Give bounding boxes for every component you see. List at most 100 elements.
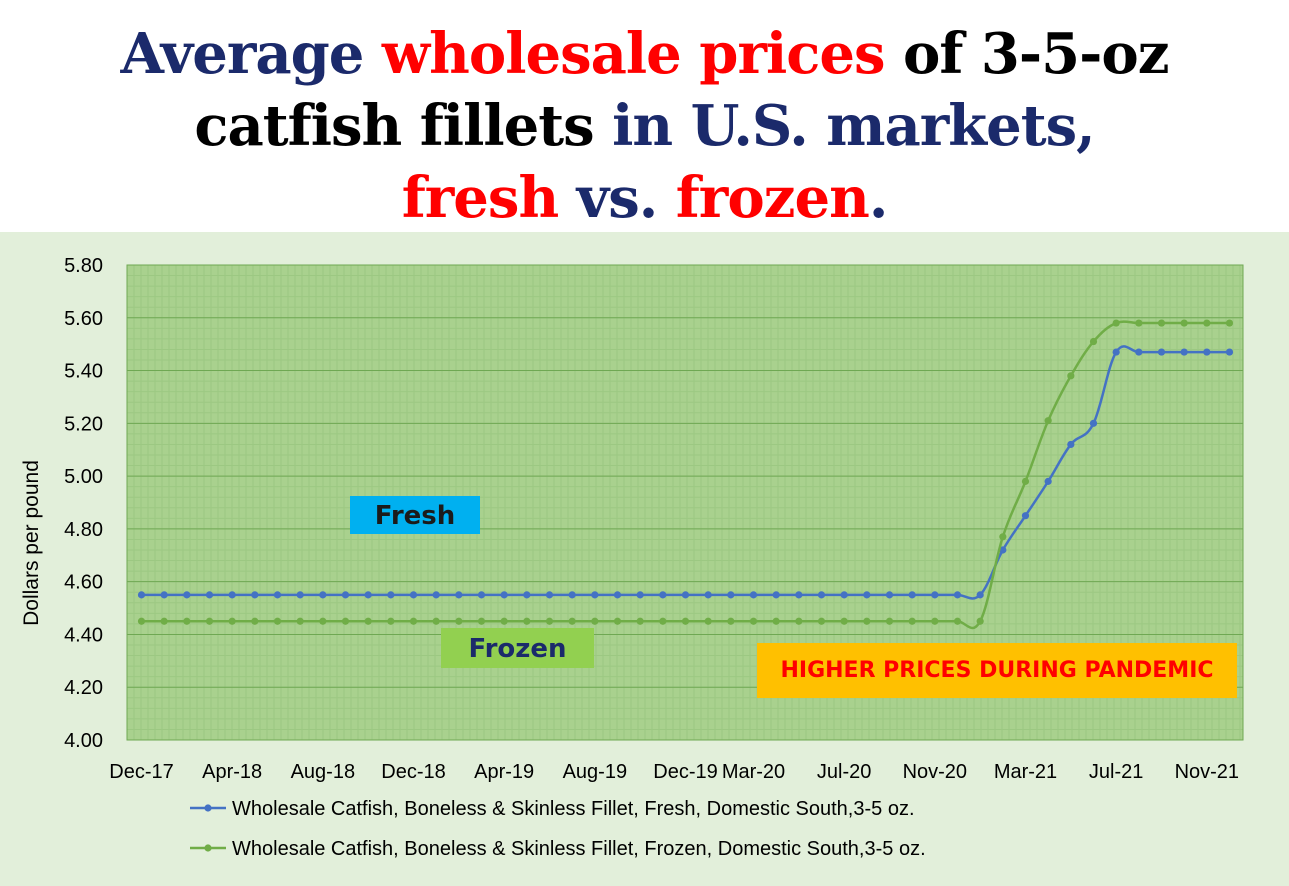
data-point-frozen	[681, 617, 690, 625]
data-point-fresh	[205, 591, 214, 599]
data-point-fresh	[319, 591, 327, 599]
data-point-fresh	[1203, 348, 1211, 356]
data-point-fresh	[772, 591, 780, 599]
legend-swatch-marker	[204, 844, 212, 852]
x-tick-label: Dec-19	[653, 761, 717, 783]
data-point-frozen	[1067, 372, 1075, 380]
data-point-fresh	[659, 591, 667, 599]
plot-border	[126, 264, 1244, 741]
data-point-frozen	[477, 617, 486, 625]
data-point-frozen	[613, 617, 622, 625]
data-point-frozen	[364, 617, 372, 625]
x-tick-label: Apr-19	[474, 761, 534, 783]
data-point-frozen	[704, 617, 712, 625]
data-point-fresh	[1135, 348, 1143, 356]
data-point-frozen	[885, 617, 894, 625]
data-point-fresh	[364, 591, 372, 599]
data-point-frozen	[1225, 319, 1234, 327]
data-point-fresh	[704, 591, 712, 599]
frozen-callout: Frozen	[441, 628, 594, 668]
data-point-fresh	[568, 591, 576, 599]
data-point-frozen	[228, 617, 236, 625]
y-axis-label: Dollars per pound	[20, 460, 43, 626]
x-tick-label: Mar-20	[722, 761, 785, 783]
data-point-frozen	[545, 617, 554, 625]
data-point-frozen	[319, 617, 327, 625]
title-line-2: catfish fillets in U.S. markets,	[0, 90, 1289, 162]
data-point-frozen	[976, 617, 984, 625]
x-tick-label: Mar-21	[994, 761, 1057, 783]
y-tick-label: 4.40	[64, 624, 103, 646]
data-point-fresh	[523, 591, 531, 599]
data-point-fresh	[636, 591, 644, 599]
data-point-fresh	[545, 591, 554, 599]
data-point-frozen	[387, 617, 395, 625]
data-point-fresh	[1021, 512, 1030, 520]
title-part: frozen	[675, 165, 870, 231]
data-point-fresh	[727, 591, 735, 599]
data-point-fresh	[1067, 440, 1075, 449]
x-tick-label: Dec-18	[381, 761, 445, 783]
data-point-fresh	[1180, 348, 1188, 356]
x-tick-label: Aug-18	[291, 761, 356, 783]
data-point-fresh	[273, 591, 282, 599]
data-point-fresh	[908, 591, 916, 599]
title-line-3: fresh vs. frozen.	[0, 162, 1289, 234]
y-tick-label: 5.60	[64, 308, 103, 330]
data-point-frozen	[795, 617, 803, 625]
data-point-fresh	[1157, 348, 1166, 356]
data-point-fresh	[840, 591, 848, 599]
data-point-frozen	[160, 617, 168, 625]
data-point-frozen	[772, 617, 780, 625]
y-tick-label: 5.00	[64, 466, 103, 488]
data-point-fresh	[613, 591, 622, 599]
data-point-fresh	[477, 591, 486, 599]
data-point-frozen	[840, 617, 848, 625]
data-point-frozen	[183, 617, 191, 625]
y-tick-label: 4.00	[64, 730, 103, 752]
data-point-frozen	[1180, 319, 1188, 327]
data-point-fresh	[455, 591, 463, 599]
data-point-frozen	[432, 617, 440, 625]
data-point-frozen	[659, 617, 667, 625]
data-point-fresh	[591, 591, 599, 599]
data-point-frozen	[863, 617, 871, 625]
data-point-fresh	[183, 591, 191, 599]
legend-swatch-marker	[204, 804, 212, 812]
data-point-frozen	[931, 617, 939, 625]
legend-label: Wholesale Catfish, Boneless & Skinless F…	[232, 798, 915, 820]
data-point-fresh	[432, 591, 440, 599]
title-part: catfish fillets	[194, 93, 594, 159]
data-point-fresh	[931, 591, 939, 599]
data-point-frozen	[727, 617, 735, 625]
title-part: of 3-5-oz	[884, 21, 1170, 87]
data-point-fresh	[976, 591, 984, 599]
pandemic-callout: HIGHER PRICES DURING PANDEMIC	[757, 643, 1237, 698]
y-tick-label: 4.80	[64, 519, 103, 541]
title-line-1: Average wholesale prices of 3-5-oz	[0, 18, 1289, 90]
data-point-fresh	[863, 591, 871, 599]
data-point-frozen	[523, 617, 531, 625]
data-point-fresh	[953, 591, 962, 599]
data-point-frozen	[999, 533, 1007, 541]
data-point-fresh	[409, 591, 418, 599]
title-part: in U.S. markets,	[593, 93, 1095, 159]
data-point-frozen	[591, 617, 599, 625]
data-point-frozen	[455, 617, 463, 625]
y-tick-label: 5.20	[64, 413, 103, 435]
data-point-frozen	[1021, 477, 1030, 485]
x-tick-label: Dec-17	[109, 761, 173, 783]
x-tick-label: Aug-19	[563, 761, 628, 783]
data-point-fresh	[749, 591, 758, 599]
data-point-frozen	[341, 617, 350, 625]
data-point-fresh	[341, 591, 350, 599]
data-point-frozen	[908, 617, 916, 625]
data-point-fresh	[1112, 348, 1120, 356]
data-point-fresh	[251, 591, 259, 599]
data-point-frozen	[1203, 319, 1211, 327]
y-tick-label: 4.20	[64, 677, 103, 699]
x-tick-label: Jul-21	[1089, 761, 1143, 783]
data-point-fresh	[1225, 348, 1234, 356]
data-point-frozen	[251, 617, 259, 625]
